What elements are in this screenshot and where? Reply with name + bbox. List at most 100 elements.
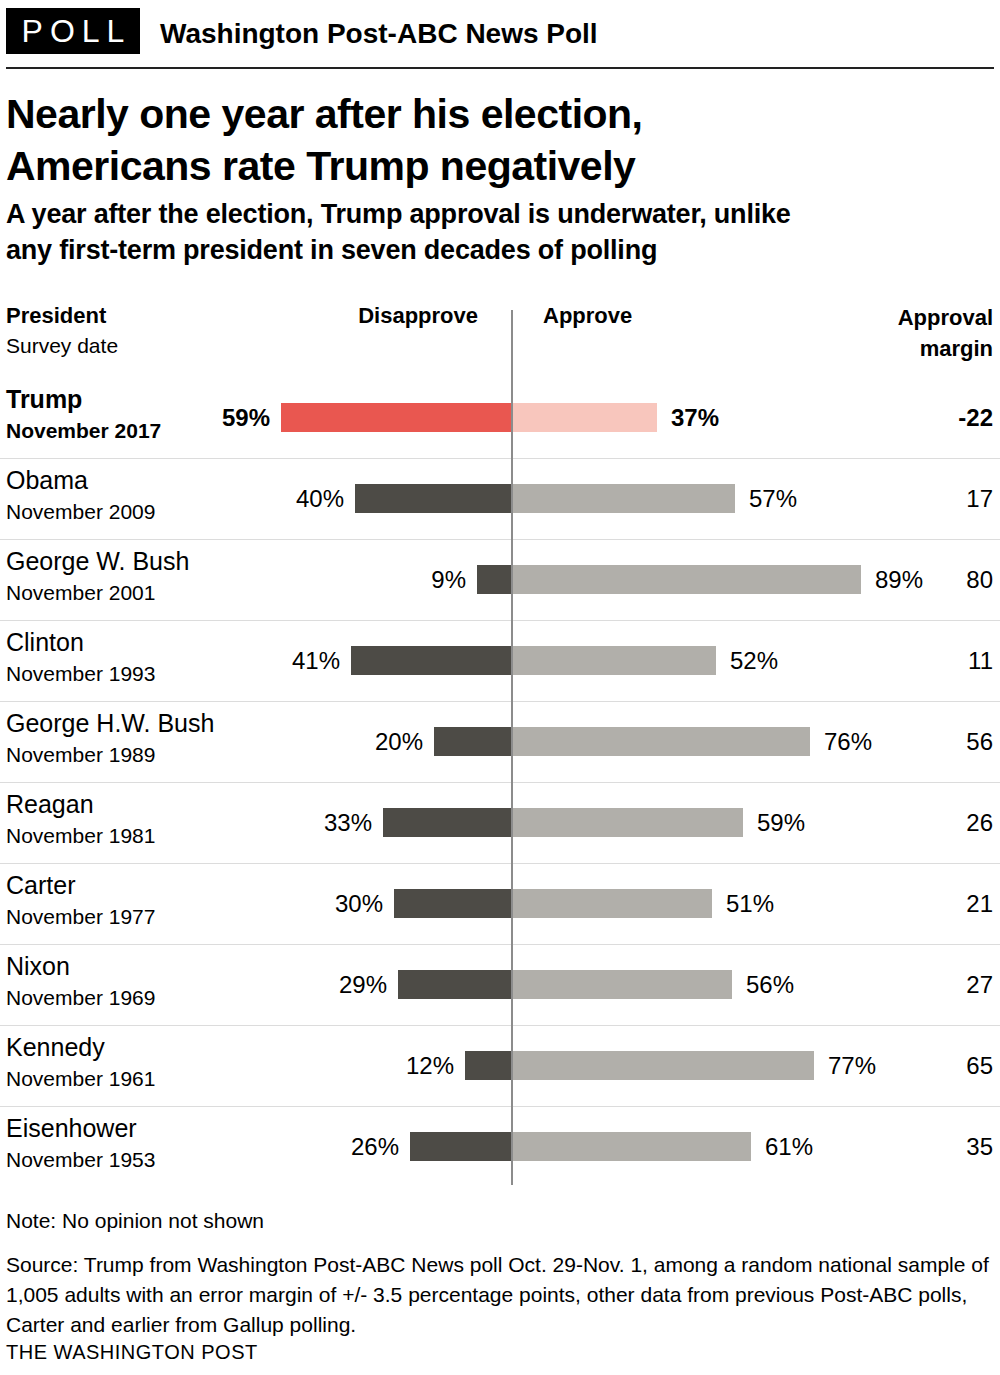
survey-date: November 1981 bbox=[6, 824, 155, 848]
president-name: Nixon bbox=[6, 952, 70, 981]
disapprove-bar bbox=[383, 808, 512, 837]
approve-value: 59% bbox=[757, 808, 805, 837]
disapprove-value: 20% bbox=[375, 727, 423, 756]
approve-value: 89% bbox=[875, 565, 923, 594]
disapprove-bar bbox=[281, 403, 512, 432]
disapprove-value: 33% bbox=[324, 808, 372, 837]
president-name: George H.W. Bush bbox=[6, 709, 214, 738]
president-name: Eisenhower bbox=[6, 1114, 137, 1143]
poll-graphic: POLL Washington Post-ABC News Poll Nearl… bbox=[0, 0, 1000, 1375]
approve-bar bbox=[512, 565, 861, 594]
approval-margin-value: -22 bbox=[958, 403, 993, 432]
column-header-approval-margin: Approval margin bbox=[898, 303, 993, 365]
chart-row: TrumpNovember 201759%37%-22 bbox=[0, 378, 1000, 458]
president-name: Clinton bbox=[6, 628, 84, 657]
survey-date: November 2001 bbox=[6, 581, 155, 605]
publisher-footer: THE WASHINGTON POST bbox=[6, 1341, 258, 1364]
approve-value: 76% bbox=[824, 727, 872, 756]
chart-rows: TrumpNovember 201759%37%-22ObamaNovember… bbox=[0, 378, 1000, 1187]
chart-row: George H.W. Bush November 1989 20% 76% 56 bbox=[0, 701, 1000, 782]
chart-row: Kennedy November 1961 12% 77% 65 bbox=[0, 1025, 1000, 1106]
disapprove-bar bbox=[355, 484, 512, 513]
chart-row: Nixon November 1969 29% 56% 27 bbox=[0, 944, 1000, 1025]
column-header-disapprove: Disapprove bbox=[0, 303, 478, 329]
approve-value: 61% bbox=[765, 1132, 813, 1161]
survey-date: November 1989 bbox=[6, 743, 155, 767]
approve-bar bbox=[512, 889, 712, 918]
disapprove-value: 40% bbox=[296, 484, 344, 513]
subtitle: A year after the election, Trump approva… bbox=[6, 196, 791, 269]
disapprove-value: 12% bbox=[406, 1051, 454, 1080]
chart-row: Eisenhower November 1953 26% 61% 35 bbox=[0, 1106, 1000, 1187]
approval-margin-value: 11 bbox=[968, 646, 993, 675]
president-name: George W. Bush bbox=[6, 547, 189, 576]
approval-margin-value: 21 bbox=[966, 889, 993, 918]
survey-date: November 1961 bbox=[6, 1067, 155, 1091]
survey-date: November 1993 bbox=[6, 662, 155, 686]
approve-bar bbox=[512, 1051, 814, 1080]
approve-bar bbox=[512, 970, 732, 999]
approval-margin-value: 65 bbox=[966, 1051, 993, 1080]
chart-row: Clinton November 1993 41% 52% 11 bbox=[0, 620, 1000, 701]
chart-row: Obama November 2009 40% 57% 17 bbox=[0, 458, 1000, 539]
president-name: Kennedy bbox=[6, 1033, 105, 1062]
president-name: Obama bbox=[6, 466, 88, 495]
column-header-margin-line2: margin bbox=[898, 334, 993, 365]
president-name: Carter bbox=[6, 871, 75, 900]
column-header-margin-line1: Approval bbox=[898, 303, 993, 334]
approve-value: 52% bbox=[730, 646, 778, 675]
disapprove-value: 41% bbox=[292, 646, 340, 675]
approval-margin-value: 27 bbox=[966, 970, 993, 999]
approve-bar bbox=[512, 727, 810, 756]
approve-value: 57% bbox=[749, 484, 797, 513]
approval-margin-value: 26 bbox=[966, 808, 993, 837]
approval-margin-value: 35 bbox=[966, 1132, 993, 1161]
headline: Nearly one year after his election, Amer… bbox=[6, 88, 643, 192]
disapprove-bar bbox=[398, 970, 512, 999]
page-title: Washington Post-ABC News Poll bbox=[160, 18, 598, 50]
poll-badge-label: POLL bbox=[15, 13, 132, 50]
column-header-survey-date: Survey date bbox=[6, 334, 118, 358]
approve-value: 37% bbox=[671, 403, 719, 432]
headline-line1: Nearly one year after his election, bbox=[6, 88, 643, 140]
disapprove-value: 29% bbox=[339, 970, 387, 999]
approval-margin-value: 80 bbox=[966, 565, 993, 594]
survey-date: November 1953 bbox=[6, 1148, 155, 1172]
approve-bar bbox=[512, 646, 716, 675]
approve-value: 51% bbox=[726, 889, 774, 918]
header-divider bbox=[6, 67, 994, 69]
disapprove-value: 59% bbox=[222, 403, 270, 432]
poll-badge: POLL bbox=[6, 8, 140, 54]
disapprove-value: 9% bbox=[431, 565, 466, 594]
approval-margin-value: 56 bbox=[966, 727, 993, 756]
source-text: Source: Trump from Washington Post-ABC N… bbox=[6, 1250, 996, 1341]
survey-date: November 2009 bbox=[6, 500, 155, 524]
approve-bar bbox=[512, 808, 743, 837]
approve-value: 56% bbox=[746, 970, 794, 999]
chart-row: Carter November 1977 30% 51% 21 bbox=[0, 863, 1000, 944]
chart-note: Note: No opinion not shown bbox=[6, 1209, 264, 1233]
subtitle-line2: any first-term president in seven decade… bbox=[6, 232, 791, 268]
disapprove-bar bbox=[465, 1051, 512, 1080]
chart-row: Reagan November 1981 33% 59% 26 bbox=[0, 782, 1000, 863]
disapprove-value: 30% bbox=[335, 889, 383, 918]
approve-bar bbox=[512, 484, 735, 513]
disapprove-bar bbox=[434, 727, 512, 756]
disapprove-value: 26% bbox=[351, 1132, 399, 1161]
president-name: Reagan bbox=[6, 790, 94, 819]
approve-bar bbox=[512, 1132, 751, 1161]
subtitle-line1: A year after the election, Trump approva… bbox=[6, 196, 791, 232]
disapprove-bar bbox=[394, 889, 512, 918]
disapprove-bar bbox=[410, 1132, 512, 1161]
survey-date: November 1969 bbox=[6, 986, 155, 1010]
column-header-approve: Approve bbox=[543, 303, 632, 329]
zero-axis-line bbox=[511, 310, 513, 1185]
approval-margin-value: 17 bbox=[966, 484, 993, 513]
survey-date: November 2017 bbox=[6, 419, 161, 443]
approve-value: 77% bbox=[828, 1051, 876, 1080]
headline-line2: Americans rate Trump negatively bbox=[6, 140, 643, 192]
chart-row: George W. Bush November 2001 9% 89% 80 bbox=[0, 539, 1000, 620]
disapprove-bar bbox=[351, 646, 512, 675]
approve-bar bbox=[512, 403, 657, 432]
survey-date: November 1977 bbox=[6, 905, 155, 929]
